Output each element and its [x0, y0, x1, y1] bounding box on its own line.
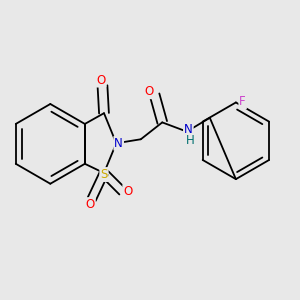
Text: O: O	[96, 74, 106, 87]
Text: N: N	[114, 137, 123, 150]
Text: N: N	[184, 123, 193, 136]
Text: O: O	[85, 198, 95, 211]
Text: S: S	[100, 168, 108, 181]
Text: O: O	[145, 85, 154, 98]
Text: O: O	[123, 185, 133, 198]
Text: H: H	[186, 134, 195, 147]
Text: F: F	[239, 95, 246, 108]
